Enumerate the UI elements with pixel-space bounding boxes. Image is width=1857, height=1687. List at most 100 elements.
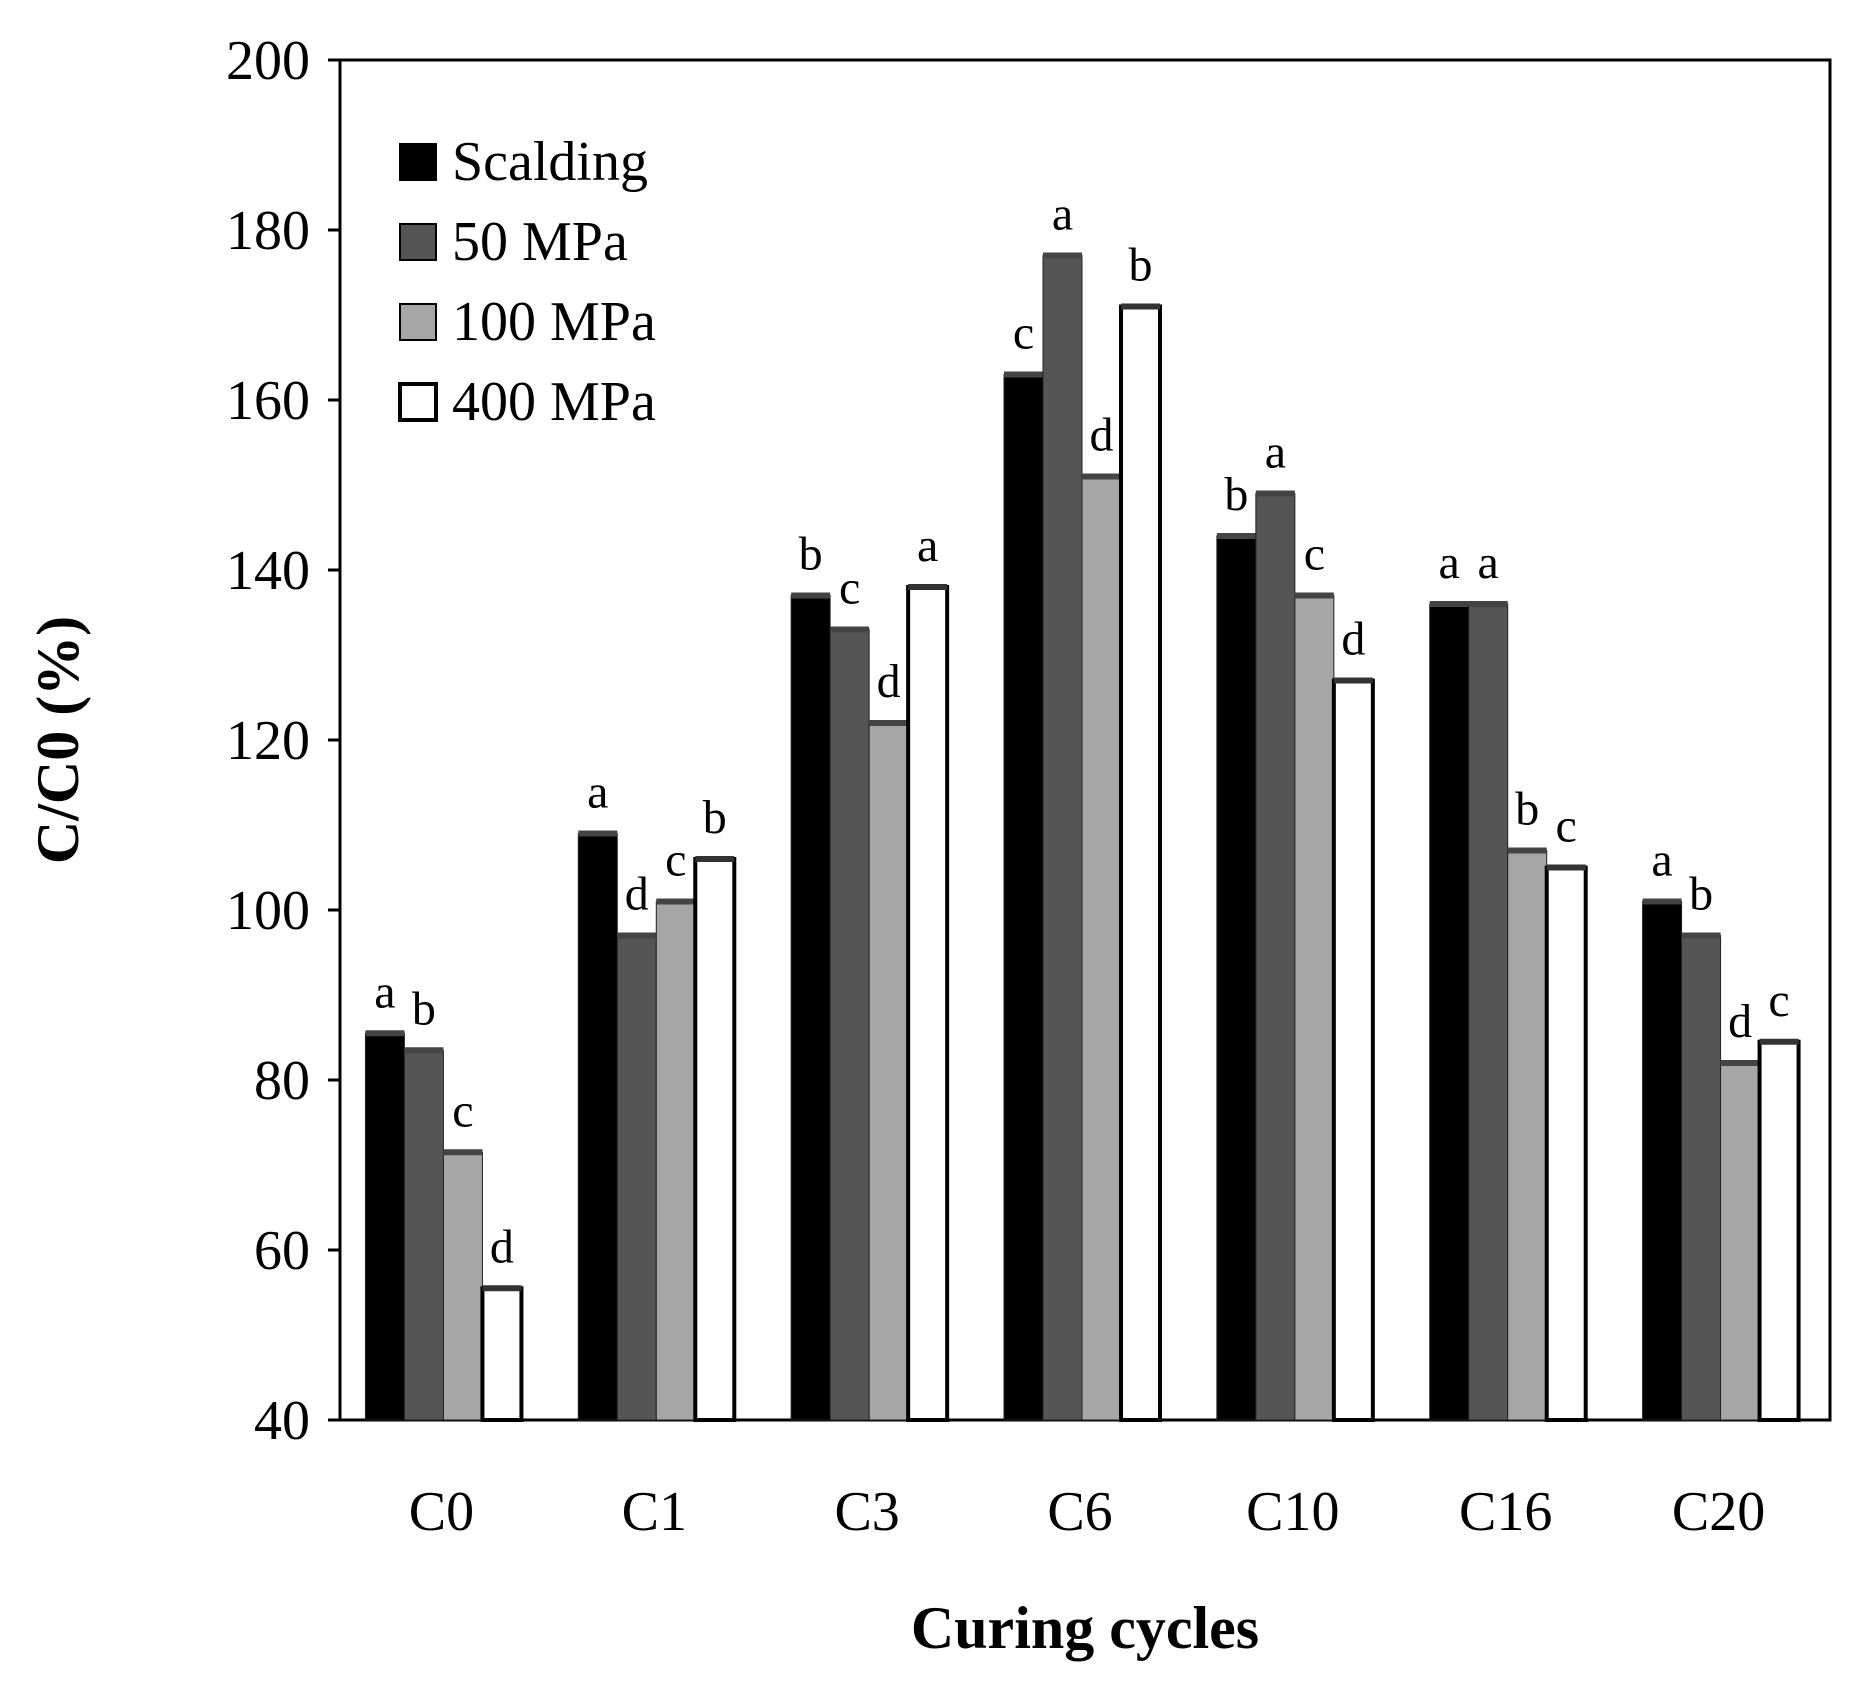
significance-label: a <box>917 519 938 572</box>
bar <box>1081 476 1122 1421</box>
significance-label: d <box>877 655 901 708</box>
bar-cap <box>1642 898 1682 905</box>
bar-cap <box>791 592 831 599</box>
bar-cap <box>578 830 618 837</box>
bar <box>1429 603 1470 1421</box>
bar <box>1681 935 1722 1421</box>
significance-label: c <box>452 1084 473 1137</box>
x-tick-label: C6 <box>1047 1481 1112 1543</box>
bar-cap <box>482 1285 522 1292</box>
significance-label: c <box>1013 307 1034 360</box>
x-tick-label: C20 <box>1672 1481 1765 1543</box>
bar-cap <box>1507 847 1547 854</box>
bar-cap <box>1759 1038 1799 1045</box>
bar-cap <box>1255 490 1295 497</box>
significance-label: c <box>839 562 860 615</box>
y-tick-label: 80 <box>254 1050 310 1112</box>
bar <box>364 1032 405 1421</box>
bar-cap <box>908 584 948 590</box>
bar <box>1119 304 1162 1422</box>
significance-label: c <box>1304 528 1325 581</box>
legend: Scalding 50 MPa 100 MPa 400 MPa <box>398 131 656 433</box>
significance-label: b <box>799 528 823 581</box>
significance-label: b <box>1224 468 1248 521</box>
significance-label: a <box>1052 188 1073 241</box>
y-tick-label: 180 <box>226 200 310 262</box>
x-tick-label: C3 <box>834 1481 899 1543</box>
significance-label: c <box>1768 974 1789 1027</box>
y-tick-label: 200 <box>226 30 310 92</box>
bar-cap <box>656 898 696 905</box>
bar <box>403 1049 444 1421</box>
significance-label: d <box>1341 613 1365 666</box>
bar <box>655 901 696 1421</box>
bar <box>1468 603 1509 1421</box>
significance-label: a <box>587 766 608 819</box>
legend-label: Scalding <box>452 131 648 193</box>
significance-label: b <box>703 791 727 844</box>
bar-cap <box>869 720 909 726</box>
y-tick-label: 100 <box>226 880 310 942</box>
x-axis: C0 C1 C3 C6 C10 C16 C20 <box>409 1481 1766 1543</box>
bar-group <box>364 252 1801 1422</box>
legend-swatch <box>399 303 437 341</box>
bar <box>1544 865 1588 1422</box>
x-axis-title: Curing cycles <box>911 1595 1259 1661</box>
bar <box>616 935 657 1421</box>
bar-cap <box>1043 252 1082 259</box>
significance-label: d <box>490 1220 514 1273</box>
bar <box>1042 255 1083 1421</box>
bar-cap <box>695 856 735 862</box>
bar <box>1003 374 1044 1421</box>
significance-label: a <box>1478 536 1499 589</box>
significance-label: b <box>1515 783 1539 836</box>
bar-cap <box>1216 533 1256 539</box>
bar-cap <box>1429 601 1469 607</box>
bar-cap <box>830 626 870 633</box>
bar-cap <box>404 1047 444 1054</box>
significance-label: a <box>374 965 395 1018</box>
bar-cap <box>1294 592 1334 599</box>
bar-cap <box>1720 1060 1760 1066</box>
bar <box>829 629 870 1421</box>
bar-cap <box>1468 601 1508 607</box>
bar <box>1642 901 1683 1421</box>
bar-cap <box>617 932 657 939</box>
y-tick-label: 160 <box>226 370 310 432</box>
significance-label: c <box>665 834 686 887</box>
bar <box>480 1286 524 1422</box>
legend-label: 400 MPa <box>452 371 656 433</box>
significance-label: b <box>1689 868 1713 921</box>
bar <box>868 722 909 1421</box>
bar-cap <box>1546 864 1586 871</box>
bar <box>1757 1039 1801 1422</box>
significance-label: a <box>1265 426 1286 479</box>
x-tick-label: C1 <box>622 1481 687 1543</box>
significance-label: d <box>1728 995 1752 1048</box>
bar <box>1720 1062 1761 1421</box>
legend-swatch <box>399 223 437 261</box>
x-tick-label: C0 <box>409 1481 474 1543</box>
significance-label: d <box>1090 409 1114 462</box>
bar <box>442 1151 483 1421</box>
bar-cap <box>1121 303 1160 310</box>
bar-cap <box>443 1149 483 1156</box>
x-tick-label: C16 <box>1459 1481 1552 1543</box>
legend-label: 50 MPa <box>452 211 628 273</box>
bar <box>1507 850 1548 1421</box>
bar-cap <box>1333 677 1373 684</box>
significance-label: b <box>412 982 436 1035</box>
significance-label: c <box>1556 800 1577 853</box>
bar-cap <box>365 1030 405 1037</box>
legend-label: 100 MPa <box>452 291 656 353</box>
significance-label: d <box>625 868 649 921</box>
significance-label: a <box>1439 536 1460 589</box>
bar-cap <box>1681 932 1721 939</box>
bar <box>1294 595 1335 1421</box>
significance-label: a <box>1651 834 1672 887</box>
y-axis: 40 60 80 100 120 140 160 180 200 <box>226 30 340 1452</box>
bar <box>577 833 618 1421</box>
bar <box>1216 535 1257 1421</box>
